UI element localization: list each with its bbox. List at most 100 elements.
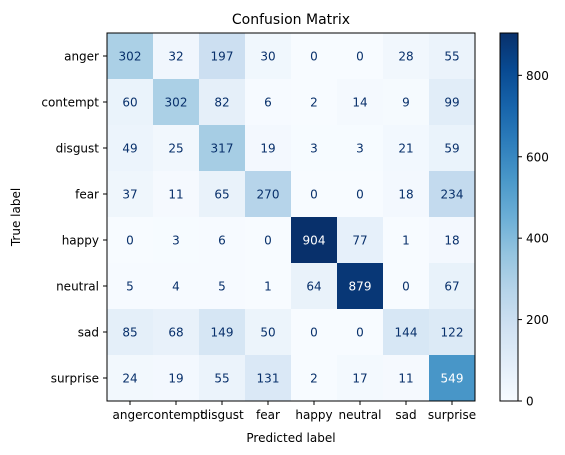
cell-value-label: 2 [310, 372, 318, 386]
cell-value-label: 122 [441, 326, 464, 340]
cell-value-label: 0 [310, 188, 318, 202]
cell-value-label: 17 [352, 372, 367, 386]
heatmap-cell [429, 355, 476, 402]
cell-value-label: 68 [168, 326, 183, 340]
heatmap-cell [153, 79, 200, 126]
heatmap-cell [107, 125, 154, 172]
heatmap-cell [245, 79, 292, 126]
heatmap-cell [245, 355, 292, 402]
cell-value-label: 234 [441, 188, 464, 202]
x-tick-label: happy [295, 408, 332, 422]
heatmap-cell [199, 217, 246, 264]
cell-value-label: 9 [402, 96, 410, 110]
y-tick-label: neutral [56, 280, 99, 294]
heatmap-cell [383, 355, 430, 402]
heatmap-cell [291, 217, 338, 264]
cell-value-label: 82 [214, 96, 229, 110]
heatmap-cell [107, 355, 154, 402]
heatmap-cell [383, 217, 430, 264]
cell-value-label: 3 [172, 234, 180, 248]
heatmap-cell [337, 309, 384, 356]
colorbar-tick-label: 400 [526, 232, 549, 246]
heatmap-cell [199, 355, 246, 402]
heatmap-cell [245, 309, 292, 356]
heatmap-cell [383, 263, 430, 310]
cell-value-label: 6 [264, 96, 272, 110]
cell-value-label: 0 [126, 234, 134, 248]
y-axis-ticks: anger contempt disgust fear happy neutral sad s… [41, 50, 107, 386]
cell-value-label: 904 [303, 234, 326, 248]
colorbar-tick-label: 800 [526, 69, 549, 83]
cell-value-label: 55 [214, 372, 229, 386]
y-tick-label: contempt [41, 96, 99, 110]
heatmap-cell [429, 217, 476, 264]
heatmap-cell [199, 263, 246, 310]
heatmap-cell [383, 171, 430, 218]
heatmap-cell [153, 355, 200, 402]
heatmap-cell [383, 125, 430, 172]
cell-value-label: 879 [349, 280, 372, 294]
cell-value-label: 11 [168, 188, 183, 202]
heatmap-cell [245, 171, 292, 218]
y-tick-label: sad [78, 326, 99, 340]
cell-value-label: 549 [441, 372, 464, 386]
heatmap-cell [291, 33, 338, 80]
heatmap-cell [107, 217, 154, 264]
cell-value-label: 50 [260, 326, 275, 340]
cell-value-label: 4 [172, 280, 180, 294]
cell-value-label: 85 [122, 326, 137, 340]
cell-value-label: 0 [356, 188, 364, 202]
heatmap-cell [291, 309, 338, 356]
cell-value-label: 99 [444, 96, 459, 110]
colorbar-tick-label: 600 [526, 150, 549, 164]
cell-value-label: 1 [264, 280, 272, 294]
heatmap-cell [199, 125, 246, 172]
y-axis-label: True label [9, 188, 23, 247]
x-tick-label: contempt [147, 408, 205, 422]
y-tick-label: happy [62, 234, 99, 248]
cell-value-label: 0 [264, 234, 272, 248]
colorbar [499, 32, 519, 402]
heatmap-cell [291, 171, 338, 218]
colorbar-tick-label: 0 [526, 395, 534, 409]
heatmap-cell [153, 171, 200, 218]
heatmap-cell [107, 79, 154, 126]
heatmap-cell [291, 125, 338, 172]
heatmap-cell [107, 33, 154, 80]
cell-value-label: 32 [168, 50, 183, 64]
heatmap-cell [337, 79, 384, 126]
heatmap-cell [337, 33, 384, 80]
heatmap-cell [107, 171, 154, 218]
cell-value-label: 18 [398, 188, 413, 202]
cell-value-label: 2 [310, 96, 318, 110]
y-tick-label: disgust [56, 142, 100, 156]
cell-value-label: 14 [352, 96, 367, 110]
x-tick-label: sad [395, 408, 416, 422]
cell-value-label: 77 [352, 234, 367, 248]
heatmap-cell [199, 33, 246, 80]
colorbar-ticks: 0 200 400 600 800 [518, 69, 549, 409]
x-tick-label: neutral [339, 408, 382, 422]
cell-value-label: 18 [444, 234, 459, 248]
cell-value-label: 149 [211, 326, 234, 340]
cell-value-label: 3 [356, 142, 364, 156]
x-tick-label: anger [113, 408, 148, 422]
cell-value-label: 302 [165, 96, 188, 110]
heatmap-cell [429, 263, 476, 310]
cell-value-label: 0 [310, 50, 318, 64]
heatmap-cell [245, 125, 292, 172]
cell-value-label: 11 [398, 372, 413, 386]
heatmap-cell [429, 309, 476, 356]
cell-value-label: 317 [211, 142, 234, 156]
cell-value-label: 25 [168, 142, 183, 156]
heatmap-cell [337, 263, 384, 310]
heatmap-cell [107, 263, 154, 310]
cell-value-label: 144 [395, 326, 418, 340]
heatmap-cell [337, 217, 384, 264]
cell-value-label: 1 [402, 234, 410, 248]
heatmap-cell [199, 79, 246, 126]
heatmap-cell [429, 125, 476, 172]
cell-value-label: 0 [310, 326, 318, 340]
